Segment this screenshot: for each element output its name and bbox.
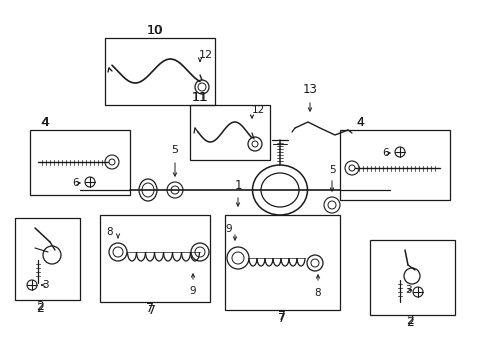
Text: 3: 3 — [404, 285, 410, 295]
Text: 4: 4 — [355, 116, 363, 129]
Bar — [100, 215, 209, 302]
Bar — [105, 38, 215, 105]
Bar — [339, 130, 449, 200]
Text: 2: 2 — [405, 316, 413, 329]
Text: 4: 4 — [355, 116, 363, 129]
Text: 7: 7 — [148, 303, 156, 316]
Text: 4: 4 — [41, 116, 49, 129]
Text: 4: 4 — [41, 116, 49, 129]
Bar — [15, 218, 80, 300]
Bar — [190, 105, 269, 160]
Text: 12: 12 — [199, 50, 213, 60]
Text: 1: 1 — [234, 179, 241, 192]
Bar — [369, 240, 454, 315]
Bar — [30, 130, 130, 195]
Text: 8: 8 — [314, 288, 321, 298]
Text: 5: 5 — [171, 145, 178, 155]
Text: 7: 7 — [146, 302, 154, 315]
Text: 2: 2 — [36, 300, 44, 312]
Bar — [224, 215, 339, 310]
Text: 2: 2 — [36, 302, 44, 315]
Text: 10: 10 — [147, 23, 163, 36]
Text: 11: 11 — [191, 90, 208, 104]
Text: 7: 7 — [278, 311, 285, 324]
Text: 12: 12 — [251, 105, 264, 115]
Text: 6: 6 — [73, 178, 79, 188]
Text: 3: 3 — [41, 280, 48, 290]
Text: 2: 2 — [405, 315, 413, 328]
Text: 7: 7 — [278, 310, 285, 323]
Text: 9: 9 — [225, 224, 231, 234]
Text: 10: 10 — [146, 23, 163, 36]
Text: 6: 6 — [382, 148, 388, 158]
Text: 5: 5 — [328, 165, 335, 175]
Text: 8: 8 — [106, 227, 113, 237]
Text: 11: 11 — [192, 90, 207, 104]
Text: 9: 9 — [189, 286, 196, 296]
Text: 13: 13 — [302, 83, 317, 96]
